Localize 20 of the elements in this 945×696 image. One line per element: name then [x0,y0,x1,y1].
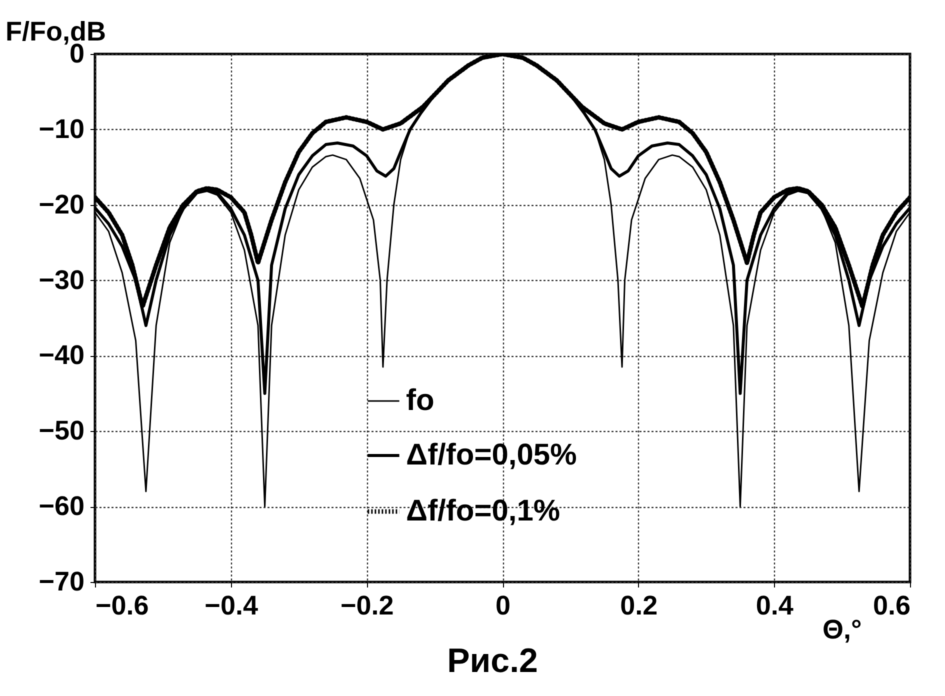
y-tick-label: −70 [38,566,84,596]
x-tick-label: 0.4 [756,590,794,620]
x-tick-label: 0.2 [620,590,658,620]
y-tick-label: −10 [38,114,84,144]
y-tick-label: −50 [38,416,84,446]
y-axis-title: F/Fo,dB [6,16,106,46]
text: Рис.2 [447,642,538,680]
legend-label: Δf/fo=0,05% [406,438,577,472]
y-tick-label: −60 [38,491,84,522]
x-tick-label: 0 [495,590,511,620]
y-tick-label: −20 [38,189,84,220]
x-tick-label: 0.6 [872,590,910,620]
legend-label: Δf/fo=0,1% [406,494,560,528]
x-tick-label: −0.4 [204,590,258,620]
x-tick-label: −0.2 [340,590,394,620]
y-tick-label: −30 [38,264,84,295]
legend-label: fo [406,384,434,417]
x-tick-label: −0.6 [96,590,149,620]
y-tick-label: −40 [38,340,84,370]
x-axis-title: Θ,° [822,614,862,644]
